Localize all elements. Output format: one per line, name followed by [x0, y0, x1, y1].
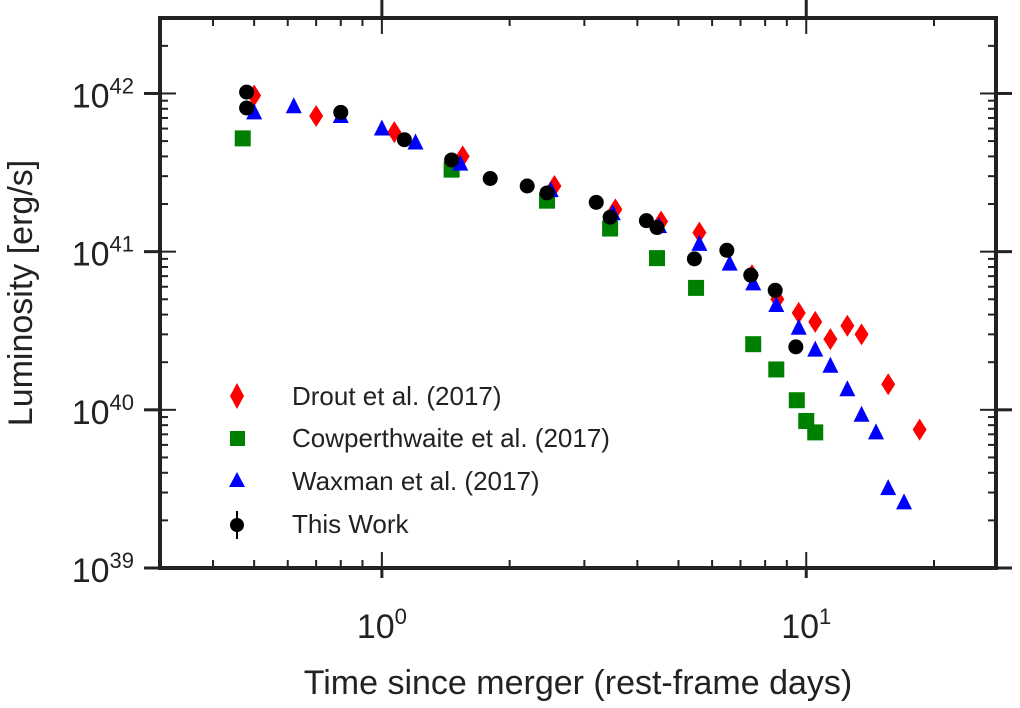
legend: Drout et al. (2017) Cowperthwaite et al.… [229, 381, 610, 539]
point-cowperthwaite [649, 250, 666, 267]
legend-label-drout: Drout et al. (2017) [292, 381, 502, 411]
point-waxman [745, 274, 762, 291]
legend-label-this-work: This Work [292, 509, 410, 539]
legend-marker-cowperthwaite [230, 431, 245, 446]
point-drout [840, 314, 855, 337]
point-cowperthwaite [807, 424, 824, 441]
point-this [482, 171, 498, 187]
y-axis-title: Luminosity [erg/s] [2, 160, 40, 426]
point-drout [791, 301, 806, 324]
legend-label-cowperthwaite: Cowperthwaite et al. (2017) [292, 423, 610, 453]
data-points [234, 84, 927, 510]
x-axis-title: Time since merger (rest-frame days) [304, 664, 853, 702]
legend-marker-waxman [229, 472, 245, 487]
point-drout [854, 323, 869, 346]
point-waxman [822, 356, 839, 373]
legend-item-waxman: Waxman et al. (2017) [229, 466, 540, 496]
major-ticks [144, 0, 1012, 578]
minor-ticks [159, 17, 996, 568]
point-this [719, 242, 735, 258]
y-tick-label: 1042 [72, 73, 134, 115]
plot-frame [158, 16, 998, 570]
point-cowperthwaite [788, 392, 805, 409]
x-tick-label: 100 [357, 604, 407, 646]
legend-item-drout: Drout et al. (2017) [230, 381, 502, 411]
point-drout [808, 310, 823, 333]
point-waxman [853, 405, 870, 422]
point-waxman [880, 479, 897, 496]
point-this [588, 194, 604, 210]
point-this [239, 84, 255, 100]
point-this [333, 104, 349, 120]
point-this [638, 213, 654, 229]
point-waxman [867, 423, 884, 440]
legend-item-cowperthwaite: Cowperthwaite et al. (2017) [230, 423, 610, 453]
legend-marker-this-work [230, 518, 244, 532]
point-this [444, 152, 460, 168]
point-waxman [896, 493, 913, 510]
point-this [743, 267, 759, 283]
point-waxman [285, 97, 302, 114]
point-this [767, 282, 783, 298]
y-tick-labels: 1039 1040 1041 1042 [72, 73, 134, 590]
point-drout [309, 105, 324, 128]
point-waxman [691, 234, 708, 251]
point-waxman [790, 318, 807, 335]
point-this [519, 178, 535, 194]
point-this [396, 132, 412, 148]
point-cowperthwaite [745, 336, 762, 353]
x-tick-labels: 100 101 [357, 604, 831, 646]
y-tick-label: 1039 [72, 548, 134, 590]
point-cowperthwaite [688, 279, 705, 296]
legend-marker-drout [230, 383, 244, 409]
legend-label-waxman: Waxman et al. (2017) [292, 466, 540, 496]
point-drout [912, 418, 927, 441]
point-waxman [407, 133, 424, 150]
point-waxman [807, 340, 824, 357]
y-tick-label: 1040 [72, 390, 134, 432]
point-cowperthwaite [234, 130, 251, 147]
point-this [602, 209, 618, 225]
point-drout [823, 328, 838, 351]
point-waxman [246, 103, 263, 120]
point-this [649, 220, 665, 236]
point-cowperthwaite [768, 361, 785, 378]
legend-item-this-work: This Work [230, 509, 410, 539]
point-drout [881, 373, 896, 396]
point-waxman [452, 154, 469, 171]
y-tick-label: 1041 [72, 232, 134, 274]
point-this [239, 100, 255, 116]
point-waxman [373, 119, 390, 136]
point-waxman [721, 254, 738, 271]
x-tick-label: 101 [781, 604, 831, 646]
point-drout [692, 221, 707, 244]
point-this [788, 339, 804, 355]
point-waxman [768, 295, 785, 312]
point-this [686, 251, 702, 267]
point-waxman [839, 380, 856, 397]
point-cowperthwaite [602, 220, 619, 237]
point-this [539, 185, 555, 201]
